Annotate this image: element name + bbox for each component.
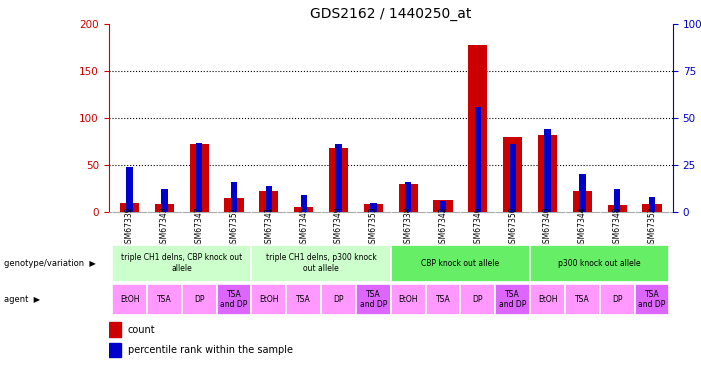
Bar [530, 285, 565, 315]
Text: DP: DP [194, 295, 205, 304]
Bar [649, 197, 655, 212]
Bar [109, 343, 121, 357]
Text: TSA
and DP: TSA and DP [499, 290, 526, 309]
Text: agent  ▶: agent ▶ [4, 295, 40, 304]
Bar [600, 285, 634, 315]
Text: DP: DP [472, 295, 483, 304]
Bar [329, 148, 348, 212]
Bar [252, 285, 286, 315]
Bar [643, 204, 662, 212]
Bar [301, 195, 307, 212]
Bar [391, 245, 530, 282]
Text: GSM67351: GSM67351 [229, 206, 238, 248]
Bar [634, 285, 669, 315]
Bar [259, 191, 278, 212]
Bar [573, 191, 592, 212]
Text: p300 knock out allele: p300 knock out allele [559, 259, 641, 268]
Bar [112, 245, 252, 282]
Bar [510, 144, 516, 212]
Bar [565, 285, 600, 315]
Text: TSA
and DP: TSA and DP [360, 290, 387, 309]
Bar [608, 206, 627, 212]
Bar [468, 45, 487, 212]
Bar [161, 189, 168, 212]
Bar [370, 202, 376, 212]
Bar [503, 137, 522, 212]
Bar [147, 285, 182, 315]
Text: GSM67353: GSM67353 [369, 206, 378, 248]
Bar [112, 285, 147, 315]
Text: triple CH1 delns, p300 knock
out allele: triple CH1 delns, p300 knock out allele [266, 254, 376, 273]
Text: TSA: TSA [157, 295, 172, 304]
Text: GSM67350: GSM67350 [508, 206, 517, 248]
Text: DP: DP [333, 295, 343, 304]
Bar [364, 204, 383, 212]
Text: EtOH: EtOH [538, 295, 557, 304]
Bar [475, 107, 481, 212]
Text: triple CH1 delns, CBP knock out
allele: triple CH1 delns, CBP knock out allele [121, 254, 243, 273]
Bar [155, 204, 174, 212]
Bar [614, 189, 620, 212]
Text: TSA
and DP: TSA and DP [639, 290, 666, 309]
Bar [433, 200, 453, 212]
Bar [335, 144, 341, 212]
Text: GSM67342: GSM67342 [439, 206, 447, 248]
Text: EtOH: EtOH [259, 295, 278, 304]
Bar [391, 285, 426, 315]
Bar [252, 245, 391, 282]
Bar [538, 135, 557, 212]
Bar [530, 245, 669, 282]
Bar [321, 285, 356, 315]
Bar [120, 202, 139, 212]
Title: GDS2162 / 1440250_at: GDS2162 / 1440250_at [310, 7, 472, 21]
Bar [224, 198, 244, 212]
Text: GSM67339: GSM67339 [125, 206, 134, 248]
Text: EtOH: EtOH [398, 295, 418, 304]
Bar [286, 285, 321, 315]
Bar [405, 182, 411, 212]
Text: CBP knock out allele: CBP knock out allele [421, 259, 500, 268]
Bar [266, 186, 272, 212]
Bar [182, 285, 217, 315]
Text: DP: DP [612, 295, 622, 304]
Bar [196, 142, 203, 212]
Text: TSA: TSA [436, 295, 451, 304]
Text: percentile rank within the sample: percentile rank within the sample [128, 345, 293, 355]
Text: TSA: TSA [297, 295, 311, 304]
Text: TSA: TSA [575, 295, 590, 304]
Text: GSM67343: GSM67343 [160, 206, 169, 248]
Bar [399, 184, 418, 212]
Bar [461, 285, 496, 315]
Bar [440, 201, 447, 212]
Text: GSM67348: GSM67348 [613, 206, 622, 248]
Text: GSM67345: GSM67345 [299, 206, 308, 248]
Bar [109, 322, 121, 337]
Text: GSM67340: GSM67340 [543, 206, 552, 248]
Text: GSM67338: GSM67338 [404, 206, 413, 248]
Text: TSA
and DP: TSA and DP [220, 290, 247, 309]
Bar [217, 285, 252, 315]
Text: GSM67349: GSM67349 [334, 206, 343, 248]
Text: GSM67347: GSM67347 [195, 206, 204, 248]
Text: genotype/variation  ▶: genotype/variation ▶ [4, 259, 95, 268]
Bar [579, 174, 585, 212]
Bar [126, 167, 132, 212]
Bar [294, 207, 313, 212]
Bar [231, 182, 237, 212]
Bar [426, 285, 461, 315]
Bar [356, 285, 391, 315]
Text: count: count [128, 324, 156, 334]
Bar [496, 285, 530, 315]
Bar [190, 144, 209, 212]
Text: GSM67346: GSM67346 [473, 206, 482, 248]
Text: GSM67341: GSM67341 [264, 206, 273, 248]
Text: GSM67352: GSM67352 [648, 206, 657, 248]
Text: GSM67344: GSM67344 [578, 206, 587, 248]
Bar [545, 129, 551, 212]
Text: EtOH: EtOH [120, 295, 139, 304]
